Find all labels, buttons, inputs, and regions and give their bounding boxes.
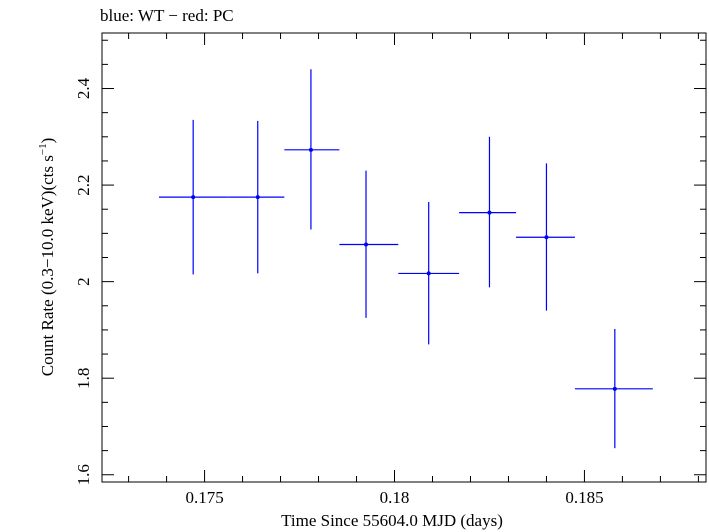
y-axis-label-superscript: −1 <box>37 143 49 155</box>
data-point <box>398 201 460 345</box>
point-marker <box>426 271 431 276</box>
data-point <box>284 69 340 230</box>
point-marker <box>612 386 617 391</box>
x-tick-label: 0.18 <box>380 488 410 507</box>
x-tick-label: 0.175 <box>185 488 223 507</box>
point-marker <box>544 235 549 240</box>
point-marker <box>255 195 260 200</box>
y-axis-label-close: ) <box>38 138 57 144</box>
data-points <box>158 69 653 449</box>
y-tick-label: 2.4 <box>74 77 93 99</box>
axis-tick-labels: 0.175 0.18 0.185 1.6 1.8 2 2.2 2.4 <box>74 77 604 507</box>
data-point <box>516 163 575 311</box>
y-tick-label: 1.8 <box>74 368 93 389</box>
series-wt <box>158 69 653 449</box>
y-tick-label: 1.6 <box>74 464 93 485</box>
y-tick-label: 2 <box>74 277 93 286</box>
axis-ticks <box>102 33 706 482</box>
data-point <box>574 328 653 449</box>
x-tick-label: 0.185 <box>565 488 603 507</box>
point-marker <box>487 210 492 215</box>
y-axis-label: Count Rate (0.3−10.0 keV)(cts s−1) <box>37 138 57 377</box>
x-axis-label: Time Since 55604.0 MJD (days) <box>281 511 503 530</box>
y-axis-label-main: Count Rate (0.3−10.0 keV)(cts s <box>38 155 57 376</box>
data-point <box>459 136 517 288</box>
chart-title: blue: WT − red: PC <box>100 6 234 25</box>
y-tick-label: 2.2 <box>74 174 93 195</box>
data-point <box>227 120 285 274</box>
point-marker <box>308 147 313 152</box>
data-point <box>158 119 228 275</box>
point-marker <box>364 242 369 247</box>
data-point <box>339 170 399 318</box>
point-marker <box>191 195 196 200</box>
